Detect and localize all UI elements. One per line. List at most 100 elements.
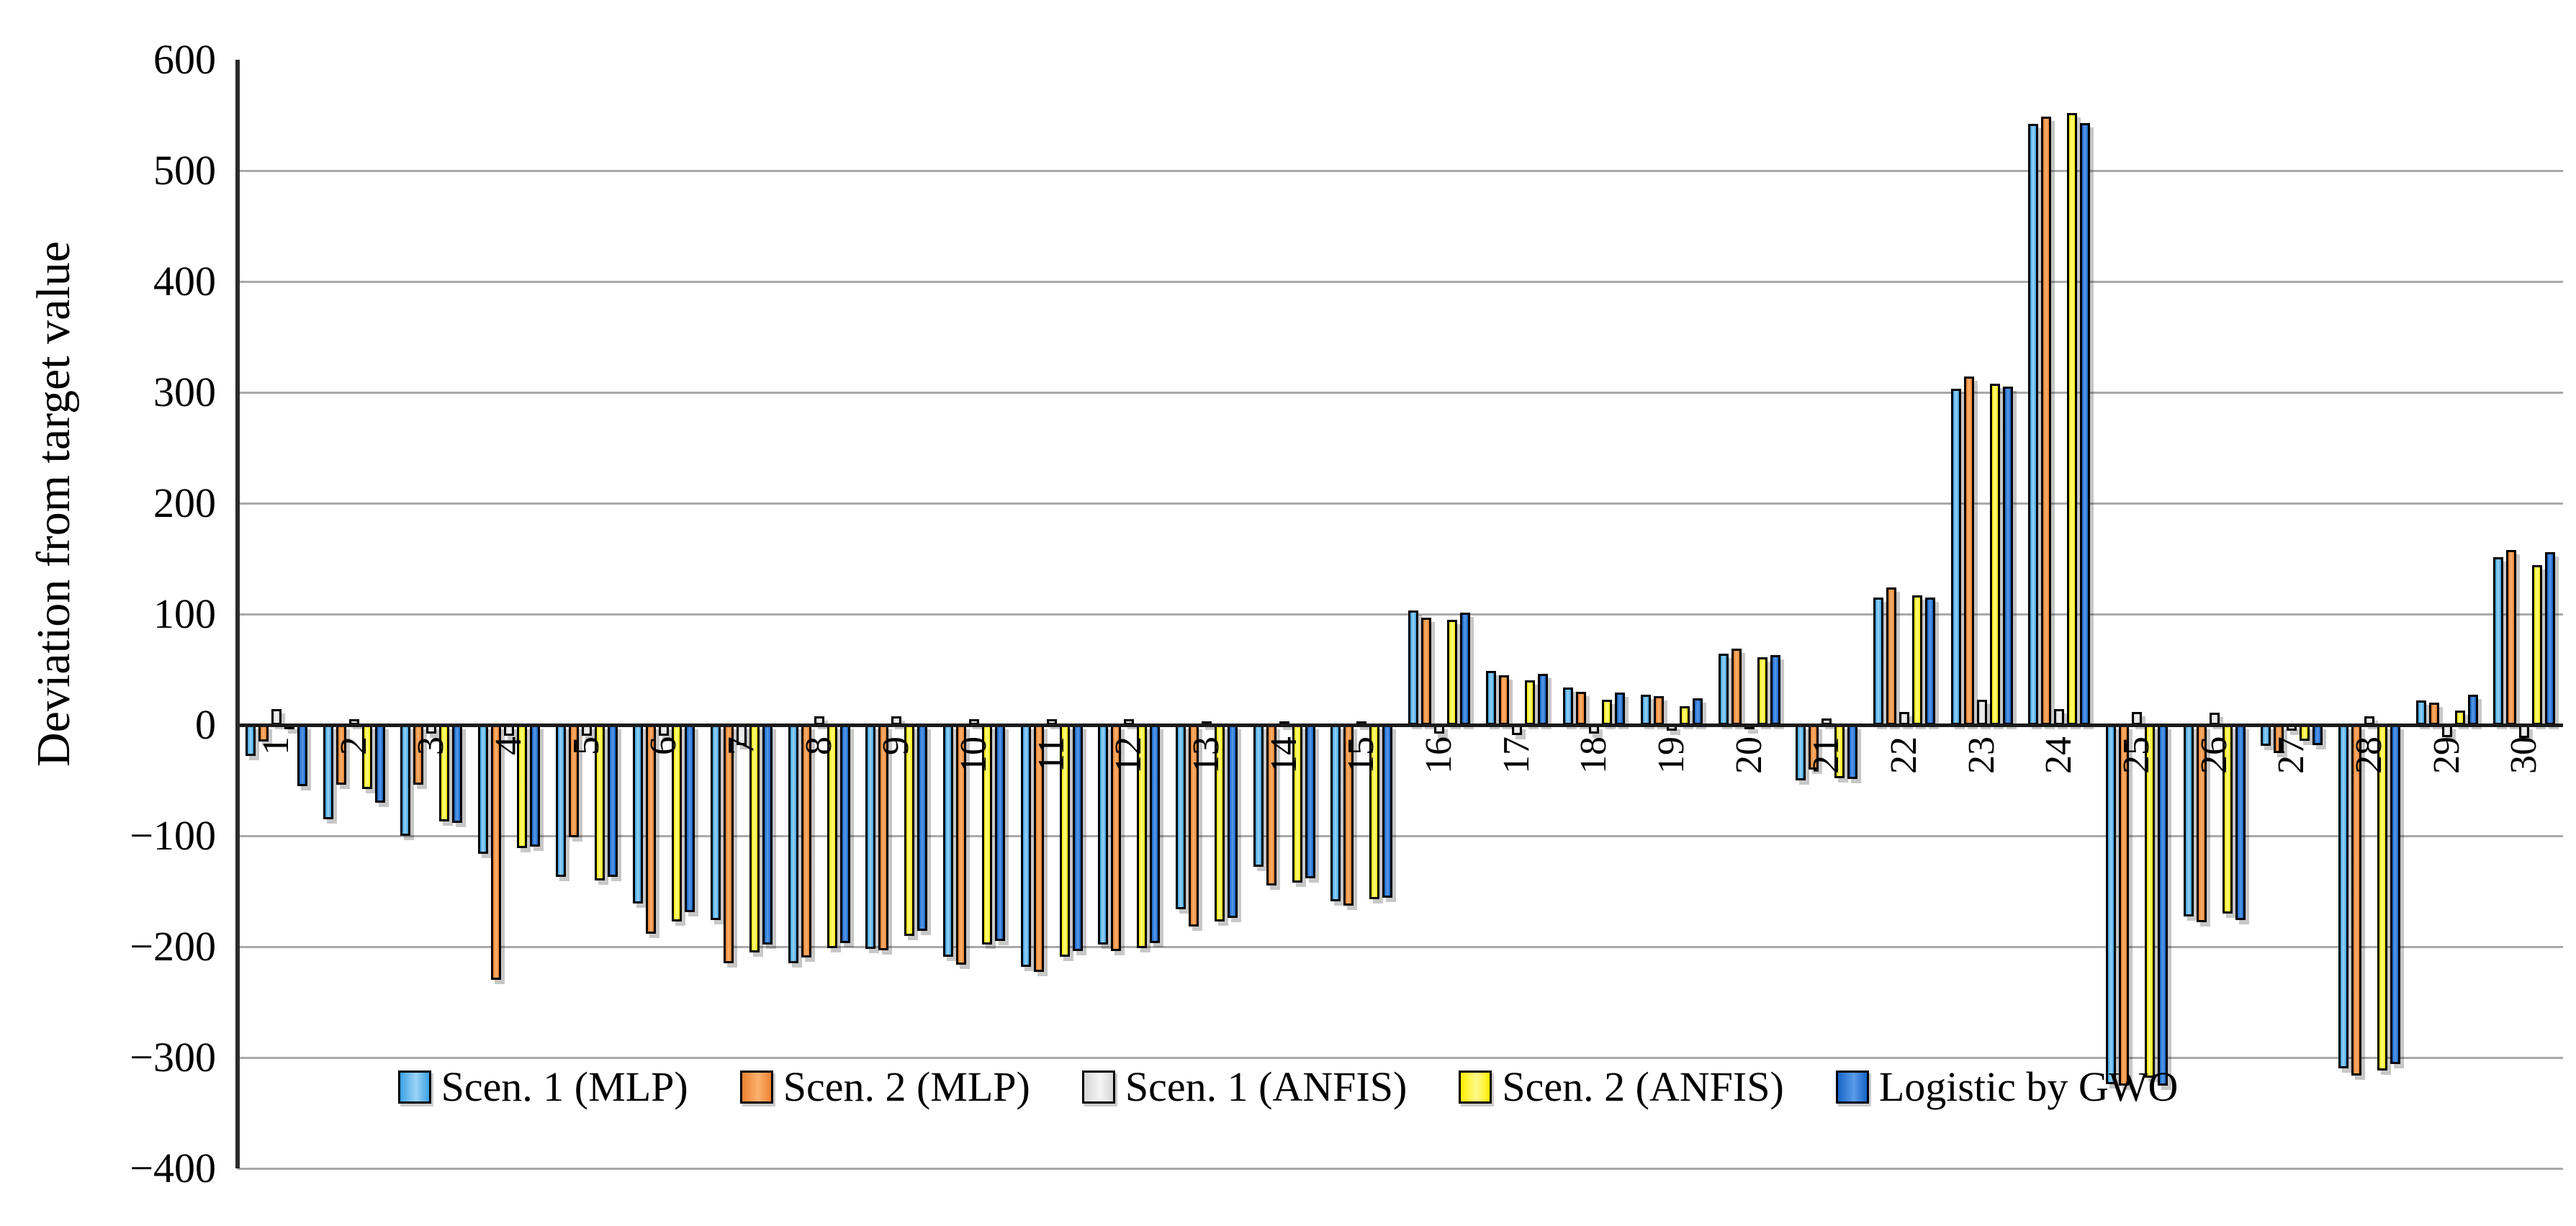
category-label-25: 25 [2115, 736, 2157, 774]
bar-series4-cat25 [2144, 725, 2155, 1078]
legend-item-5: Logistic by GWO [1835, 1063, 2178, 1111]
gridline--100 [238, 835, 2563, 837]
y-tick-label-300: 300 [153, 369, 216, 415]
bar-series2-cat28 [2351, 725, 2361, 1076]
bar-series2-cat17 [1498, 675, 1509, 725]
gridline--200 [238, 946, 2563, 948]
bar-series5-cat29 [2467, 695, 2478, 725]
bar-series4-cat18 [1602, 699, 1613, 725]
bar-series5-cat1 [297, 725, 307, 786]
bar-series2-cat18 [1576, 691, 1587, 725]
bar-series2-cat25 [2118, 725, 2129, 1086]
category-label-5: 5 [565, 736, 607, 755]
bar-series2-cat22 [1886, 587, 1896, 725]
bar-series3-cat24 [2054, 709, 2065, 725]
category-label-13: 13 [1185, 736, 1227, 774]
bar-series2-cat20 [1731, 648, 1742, 725]
bar-series5-cat21 [1847, 725, 1858, 780]
bar-series2-cat6 [646, 725, 657, 934]
category-label-18: 18 [1573, 736, 1615, 774]
legend-swatch-5 [1835, 1070, 1869, 1104]
category-label-24: 24 [2038, 736, 2080, 774]
category-label-12: 12 [1108, 736, 1150, 774]
bar-series5-cat16 [1459, 613, 1470, 725]
legend-label-1: Scen. 1 (MLP) [441, 1063, 688, 1110]
bar-series5-cat17 [1537, 674, 1548, 725]
bar-series4-cat28 [2377, 725, 2387, 1071]
bar-series1-cat6 [633, 725, 644, 903]
bar-series5-cat15 [1382, 725, 1393, 898]
category-label-23: 23 [1960, 736, 2002, 774]
bar-series1-cat17 [1485, 670, 1496, 725]
bar-series5-cat25 [2157, 725, 2168, 1086]
category-label-21: 21 [1806, 736, 1847, 774]
gridline-400 [238, 281, 2563, 283]
bar-series5-cat10 [994, 725, 1005, 942]
bar-series4-cat29 [2454, 710, 2465, 725]
bar-series1-cat24 [2028, 124, 2039, 725]
bar-series1-cat2 [323, 725, 333, 819]
bar-series1-cat12 [1098, 725, 1109, 945]
bar-series1-cat20 [1718, 654, 1729, 725]
bar-series5-cat27 [2312, 725, 2323, 745]
bar-series5-cat8 [839, 725, 850, 944]
category-label-16: 16 [1418, 736, 1459, 774]
y-tick-label--300: −300 [130, 1034, 216, 1081]
bar-series4-cat22 [1911, 595, 1922, 725]
bar-series5-cat26 [2235, 725, 2246, 921]
category-label-15: 15 [1341, 736, 1382, 774]
legend: Scen. 1 (MLP) Scen. 2 (MLP) Scen. 1 (ANFIS… [0, 1063, 2576, 1111]
zero-axis-line [238, 724, 2563, 727]
bar-series1-cat19 [1640, 695, 1651, 725]
bar-series5-cat9 [917, 725, 928, 932]
bar-series4-cat30 [2532, 565, 2543, 725]
bar-series5-cat18 [1615, 693, 1626, 725]
bar-series5-cat24 [2080, 122, 2091, 725]
category-label-26: 26 [2193, 736, 2235, 774]
bar-series2-cat16 [1420, 617, 1431, 725]
category-label-3: 3 [410, 736, 452, 755]
bar-series5-cat19 [1692, 698, 1703, 725]
gridline--400 [238, 1168, 2563, 1170]
category-label-20: 20 [1728, 736, 1770, 774]
category-label-7: 7 [720, 736, 762, 755]
bar-series1-cat23 [1950, 389, 1961, 725]
legend-item-4: Scen. 2 (ANFIS) [1459, 1063, 1784, 1111]
gridline--300 [238, 1057, 2563, 1059]
bar-series5-cat5 [607, 725, 618, 877]
bar-series2-cat19 [1653, 695, 1664, 725]
bar-series5-cat22 [1924, 597, 1935, 725]
bar-series4-cat16 [1446, 619, 1457, 725]
bar-series1-cat21 [1796, 725, 1806, 780]
gridline-500 [238, 170, 2563, 172]
bar-series1-cat28 [2338, 725, 2348, 1069]
bar-series1-cat25 [2105, 725, 2116, 1084]
bar-series5-cat23 [2002, 387, 2013, 725]
bar-series1-cat16 [1408, 610, 1418, 725]
legend-item-3: Scen. 1 (ANFIS) [1081, 1063, 1408, 1111]
y-tick-label-400: 400 [153, 258, 216, 305]
bar-series1-cat1 [245, 725, 256, 757]
bar-series1-cat29 [2415, 700, 2426, 725]
bar-series4-cat9 [904, 725, 915, 936]
category-label-2: 2 [333, 736, 374, 755]
bar-series4-cat24 [2067, 112, 2078, 725]
legend-item-2: Scen. 2 (MLP) [739, 1063, 1030, 1111]
bar-series4-cat17 [1524, 680, 1535, 725]
category-label-8: 8 [798, 736, 839, 755]
gridline-200 [238, 502, 2563, 505]
bar-series2-cat24 [2041, 116, 2052, 725]
bar-series1-cat22 [1873, 597, 1883, 725]
category-label-28: 28 [2348, 736, 2390, 774]
category-label-4: 4 [487, 736, 529, 755]
bar-series1-cat8 [788, 725, 798, 964]
category-label-10: 10 [953, 736, 994, 774]
bar-series2-cat7 [723, 725, 734, 964]
bar-series5-cat28 [2390, 725, 2400, 1065]
y-tick-label-600: 600 [153, 36, 216, 83]
bar-series5-cat7 [762, 725, 773, 945]
bar-series1-cat15 [1330, 725, 1341, 901]
bar-series5-cat6 [685, 725, 695, 913]
legend-label-3: Scen. 1 (ANFIS) [1125, 1063, 1408, 1110]
category-label-9: 9 [875, 736, 917, 755]
